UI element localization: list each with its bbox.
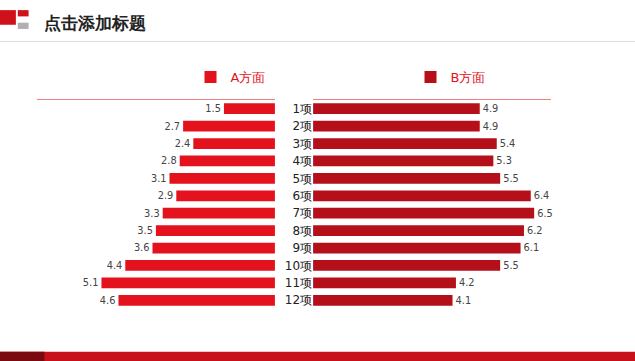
svg-text:3.3: 3.3 <box>144 208 160 219</box>
svg-text:1.5: 1.5 <box>205 103 221 114</box>
svg-text:6.1: 6.1 <box>524 242 540 253</box>
svg-text:2.4: 2.4 <box>175 138 191 149</box>
svg-text:4.1: 4.1 <box>456 295 472 306</box>
svg-text:3.1: 3.1 <box>151 173 167 184</box>
svg-text:4.6: 4.6 <box>100 295 116 306</box>
svg-text:5.5: 5.5 <box>503 173 519 184</box>
svg-text:9项: 9项 <box>292 241 312 255</box>
svg-text:4.9: 4.9 <box>483 103 499 114</box>
svg-text:2项: 2项 <box>292 119 312 133</box>
svg-text:3.6: 3.6 <box>134 242 150 253</box>
svg-text:6.2: 6.2 <box>527 225 543 236</box>
svg-text:3项: 3项 <box>292 137 312 151</box>
svg-text:12项: 12项 <box>285 293 312 307</box>
svg-text:7项: 7项 <box>292 206 312 220</box>
svg-text:2.7: 2.7 <box>165 121 181 132</box>
svg-text:6项: 6项 <box>292 189 312 203</box>
svg-text:2.9: 2.9 <box>158 190 174 201</box>
svg-text:1项: 1项 <box>292 102 312 116</box>
svg-text:点击添加标题: 点击添加标题 <box>44 13 146 33</box>
svg-text:5.4: 5.4 <box>500 138 516 149</box>
svg-text:11项: 11项 <box>285 276 312 290</box>
svg-text:4项: 4项 <box>292 154 312 168</box>
svg-text:4.2: 4.2 <box>459 277 475 288</box>
svg-text:4.4: 4.4 <box>107 260 123 271</box>
svg-text:5.1: 5.1 <box>83 277 99 288</box>
svg-text:3.5: 3.5 <box>137 225 153 236</box>
svg-text:5项: 5项 <box>292 172 312 186</box>
svg-text:8项: 8项 <box>292 224 312 238</box>
svg-text:A方面: A方面 <box>231 70 266 85</box>
svg-text:5.3: 5.3 <box>496 155 512 166</box>
svg-text:2.8: 2.8 <box>161 155 177 166</box>
svg-text:6.4: 6.4 <box>534 190 550 201</box>
svg-text:B方面: B方面 <box>451 70 486 85</box>
svg-text:4.9: 4.9 <box>483 121 499 132</box>
svg-text:5.5: 5.5 <box>503 260 519 271</box>
svg-text:10项: 10项 <box>285 259 312 273</box>
svg-text:6.5: 6.5 <box>537 208 553 219</box>
